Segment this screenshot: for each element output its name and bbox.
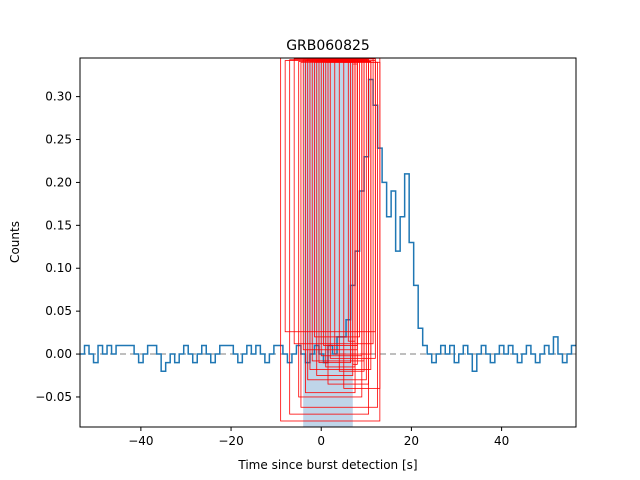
y-tick-label: 0.25 bbox=[45, 133, 72, 147]
y-tick-label: 0.05 bbox=[45, 304, 72, 318]
y-tick-label: 0.15 bbox=[45, 218, 72, 232]
y-tick-label: 0.30 bbox=[45, 90, 72, 104]
y-tick-label: 0.10 bbox=[45, 261, 72, 275]
highlight-box bbox=[338, 59, 365, 372]
chart-title: GRB060825 bbox=[286, 38, 370, 54]
x-tick-label: −40 bbox=[128, 434, 153, 448]
axes-frame bbox=[79, 57, 577, 428]
y-axis-label: Counts bbox=[8, 221, 22, 263]
highlight-box bbox=[347, 60, 356, 342]
x-tick-label: 20 bbox=[404, 434, 419, 448]
plot-area bbox=[80, 58, 576, 427]
y-tick-label: −0.05 bbox=[35, 390, 72, 404]
highlight-box bbox=[352, 63, 358, 365]
x-tick-label: 0 bbox=[317, 434, 325, 448]
x-axis-label: Time since burst detection [s] bbox=[237, 458, 417, 472]
y-ticks: −0.05 0.00 0.05 0.10 0.15 0.20 0.25 0.30 bbox=[35, 90, 80, 404]
boxes-layer bbox=[280, 58, 381, 422]
x-ticks: −40 −20 0 20 40 bbox=[128, 427, 509, 448]
y-tick-label: 0.00 bbox=[45, 347, 72, 361]
y-tick-label: 0.20 bbox=[45, 175, 72, 189]
highlight-box bbox=[343, 61, 381, 389]
x-tick-label: 40 bbox=[494, 434, 509, 448]
x-tick-label: −20 bbox=[218, 434, 243, 448]
